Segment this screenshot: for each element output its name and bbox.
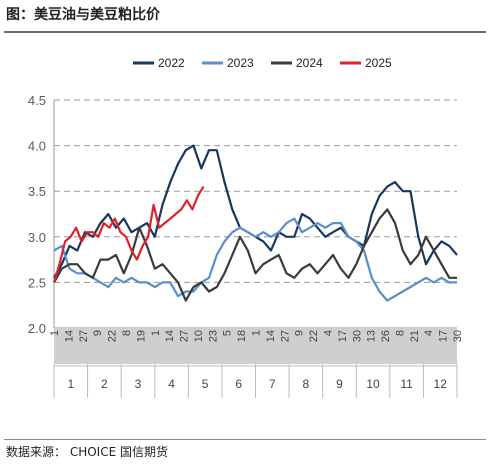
date-tick-label: 22	[107, 330, 119, 342]
date-tick-label: 9	[294, 330, 306, 336]
y-axis-labels: 2.0 2.5 3.0 3.5 4.0 4.5	[28, 93, 46, 336]
y-tick-label: 2.0	[28, 321, 46, 336]
date-tick-label: 13	[366, 330, 378, 342]
series-line-2024	[53, 208, 457, 302]
legend: 2022 2023 2024 2025	[133, 56, 392, 70]
legend-label: 2025	[365, 56, 392, 70]
month-label: 3	[135, 377, 142, 391]
month-label: 5	[202, 377, 209, 391]
date-tick-label: 26	[380, 330, 392, 342]
month-label: 2	[101, 377, 108, 391]
date-tick-label: 8	[394, 330, 406, 336]
series-line-2023	[53, 217, 457, 302]
date-tick-label: 18	[236, 330, 248, 342]
date-tick-label: 14	[164, 330, 176, 342]
date-tick-label: 27	[78, 330, 90, 342]
date-tick-label: 30	[452, 330, 464, 342]
date-tick-label: 1	[251, 330, 263, 336]
date-tick-label: 30	[351, 330, 363, 342]
month-label: 6	[235, 377, 242, 391]
date-tick-label: 27	[179, 330, 191, 342]
month-label: 9	[336, 377, 343, 391]
date-tick-label: 27	[279, 330, 291, 342]
legend-label: 2024	[296, 56, 323, 70]
date-tick-label: 4	[322, 330, 334, 336]
legend-label: 2023	[227, 56, 254, 70]
date-tick-label: 4	[423, 330, 435, 336]
date-tick-label: 8	[121, 330, 133, 336]
source-divider	[4, 439, 486, 440]
date-tick-label: 19	[135, 330, 147, 342]
date-tick-label: 5	[222, 330, 234, 336]
month-label: 11	[400, 377, 413, 391]
source-note: 数据来源： CHOICE 国信期货	[6, 445, 168, 459]
date-tick-label: 17	[337, 330, 349, 342]
date-tick-label: 14	[63, 330, 75, 342]
date-axis-band	[54, 328, 457, 364]
page-title: 图：美豆油与美豆粕比价	[6, 7, 160, 23]
month-axis-labels: 1 2 3 4 5 6 7 8 9 10 11 12	[53, 364, 458, 398]
chart: 1 14 27 9 22 8 19 1 14 27 10 23 5 18 1 14 27 9 22 4 17 30 13 26…	[28, 56, 464, 398]
y-tick-label: 3.5	[28, 184, 46, 199]
month-label: 7	[269, 377, 276, 391]
date-tick-label: 23	[207, 330, 219, 342]
date-axis-labels: 1 14 27 9 22 8 19 1 14 27 10 23 5 18 1 14 27 9 22 4 17 30 13 26…	[49, 330, 464, 342]
month-label: 12	[434, 377, 448, 391]
y-tick-label: 4.5	[28, 93, 46, 108]
series-lines	[52, 144, 458, 302]
date-tick-label: 17	[438, 330, 450, 342]
y-tick-label: 3.0	[28, 230, 46, 245]
date-tick-label: 9	[92, 330, 104, 336]
title-divider	[4, 31, 486, 33]
date-tick-label: 10	[193, 330, 205, 342]
month-label: 4	[168, 377, 175, 391]
date-tick-label: 22	[308, 330, 320, 342]
date-tick-label: 1	[49, 330, 61, 336]
date-tick-label: 21	[409, 330, 421, 342]
month-label: 8	[303, 377, 310, 391]
month-label: 10	[366, 377, 380, 391]
series-line-2022	[53, 144, 458, 279]
date-tick-label: 1	[150, 330, 162, 336]
date-tick-label: 14	[265, 330, 277, 342]
y-tick-label: 2.5	[28, 275, 46, 290]
gridlines	[53, 99, 457, 329]
legend-label: 2022	[158, 56, 185, 70]
month-label: 1	[67, 377, 74, 391]
series-line-2025	[52, 186, 205, 283]
y-tick-label: 4.0	[28, 139, 46, 154]
